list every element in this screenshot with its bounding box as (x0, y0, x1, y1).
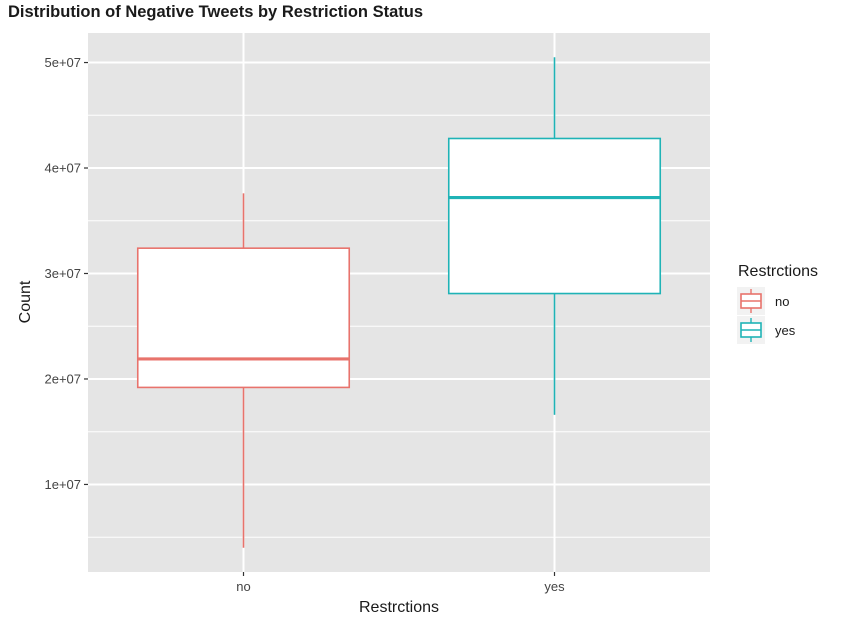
box-no (136, 193, 351, 548)
chart-title: Distribution of Negative Tweets by Restr… (8, 3, 424, 21)
legend-title: Restrctions (738, 263, 818, 280)
x-tick-label: no (236, 579, 250, 594)
y-tick-label: 5e+07 (44, 55, 81, 70)
box-iqr (136, 247, 351, 389)
legend-label: yes (775, 323, 796, 338)
y-tick-label: 2e+07 (44, 371, 81, 386)
box-yes (447, 57, 662, 415)
box-iqr (447, 137, 662, 295)
legend-item-no: no (737, 287, 789, 315)
y-tick-label: 3e+07 (44, 266, 81, 281)
y-tick-label: 4e+07 (44, 161, 81, 176)
x-axis-title: Restrctions (359, 599, 439, 616)
x-axis: no yes (236, 572, 565, 594)
boxes (136, 57, 662, 548)
legend: Restrctions no yes (737, 263, 818, 344)
legend-label: no (775, 294, 789, 309)
y-axis-title: Count (17, 280, 34, 323)
legend-item-yes: yes (737, 316, 796, 344)
y-tick-label: 1e+07 (44, 477, 81, 492)
x-tick-label: yes (544, 579, 565, 594)
y-axis: 1e+07 2e+07 3e+07 4e+07 5e+07 (44, 55, 88, 492)
